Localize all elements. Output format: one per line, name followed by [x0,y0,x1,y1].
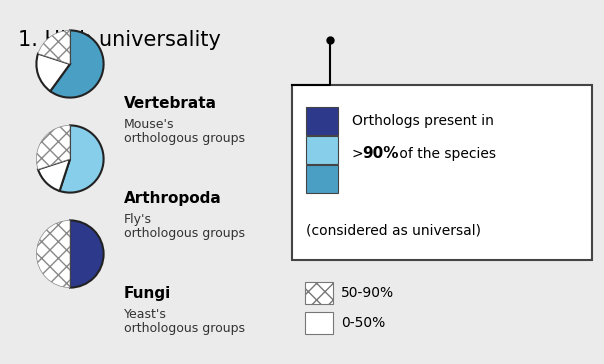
Wedge shape [38,159,70,191]
Text: Fungi: Fungi [124,286,172,301]
Bar [305,312,333,334]
Text: Orthologs present in: Orthologs present in [352,114,494,128]
Wedge shape [36,126,70,169]
Text: 90%: 90% [362,146,399,162]
Bar [306,107,338,135]
Bar [306,136,338,164]
Text: Vertebrata: Vertebrata [124,96,217,111]
Bar [305,282,333,304]
Wedge shape [50,31,104,98]
Text: Yeast's: Yeast's [124,308,167,321]
Text: 0-50%: 0-50% [341,316,385,330]
Wedge shape [36,54,70,91]
Text: orthologous groups: orthologous groups [124,132,245,145]
Text: >: > [352,147,368,161]
Text: 50-90%: 50-90% [341,286,394,300]
Wedge shape [70,220,104,288]
Wedge shape [60,126,104,193]
Text: orthologous groups: orthologous groups [124,322,245,335]
Text: orthologous groups: orthologous groups [124,227,245,240]
Text: 1. High universality: 1. High universality [18,30,221,50]
Text: Fly's: Fly's [124,213,152,226]
Wedge shape [36,220,70,288]
Text: Arthropoda: Arthropoda [124,191,222,206]
Bar [292,85,592,260]
Wedge shape [38,31,70,64]
Text: of the species: of the species [395,147,496,161]
Text: (considered as universal): (considered as universal) [306,223,481,237]
Bar [306,165,338,193]
Text: Mouse's: Mouse's [124,118,175,131]
